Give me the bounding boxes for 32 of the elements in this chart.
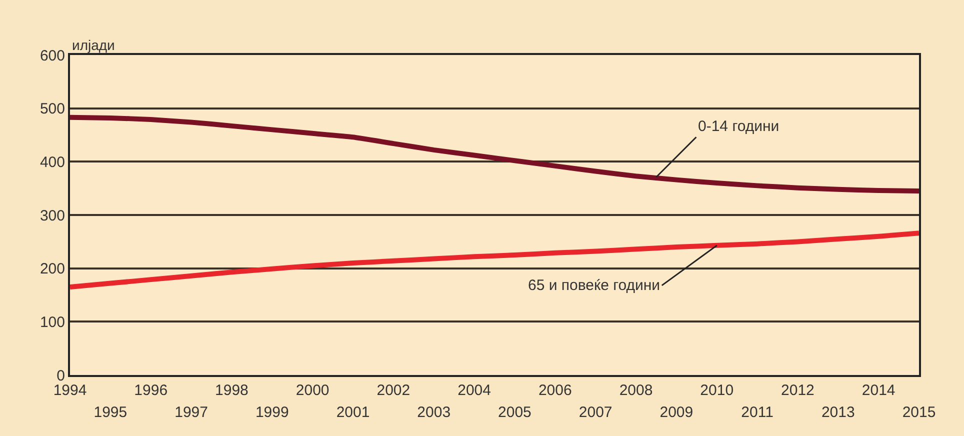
- x2-tick-label: 2013: [821, 404, 855, 421]
- y-tick-label: 100: [40, 314, 65, 331]
- x-tick-label: 2000: [296, 382, 330, 400]
- x2-tick-label: 2009: [660, 404, 694, 421]
- x-tick-label: 2014: [862, 382, 896, 400]
- y-tick-label: 200: [40, 260, 65, 278]
- x2-tick-label: 2003: [417, 404, 451, 421]
- y-tick-label: 0: [56, 367, 65, 384]
- y-tick-label: 300: [40, 207, 65, 224]
- y-tick-label: 600: [40, 47, 65, 64]
- x-tick-label: 2010: [700, 382, 734, 400]
- x-tick-label: 2008: [619, 382, 653, 400]
- x2-tick-label: 2015: [902, 404, 936, 421]
- x2-tick-label: 2007: [578, 404, 612, 421]
- y-tick-label: 500: [40, 100, 65, 118]
- y-axis-title: илјади: [72, 37, 115, 53]
- x2-tick-label: 2001: [336, 404, 370, 421]
- annotation: 0-14 години: [698, 118, 780, 135]
- x-tick-label: 2006: [538, 382, 572, 400]
- x2-tick-label: 1995: [94, 404, 128, 421]
- annotation: 65 и повеќе години: [528, 277, 660, 294]
- x-tick-label: 1996: [134, 382, 168, 400]
- x-tick-label: 2004: [458, 382, 491, 400]
- x2-tick-label: 2005: [498, 404, 532, 421]
- x-tick-label: 1994: [53, 382, 87, 400]
- x2-tick-label: 1999: [255, 404, 289, 421]
- x-tick-label: 2002: [376, 382, 410, 400]
- x-tick-label: 2012: [781, 382, 814, 400]
- x2-tick-label: 1997: [174, 404, 208, 421]
- x2-tick-label: 2011: [741, 404, 774, 421]
- x-tick-label: 1998: [215, 382, 248, 400]
- y-tick-label: 400: [40, 154, 65, 171]
